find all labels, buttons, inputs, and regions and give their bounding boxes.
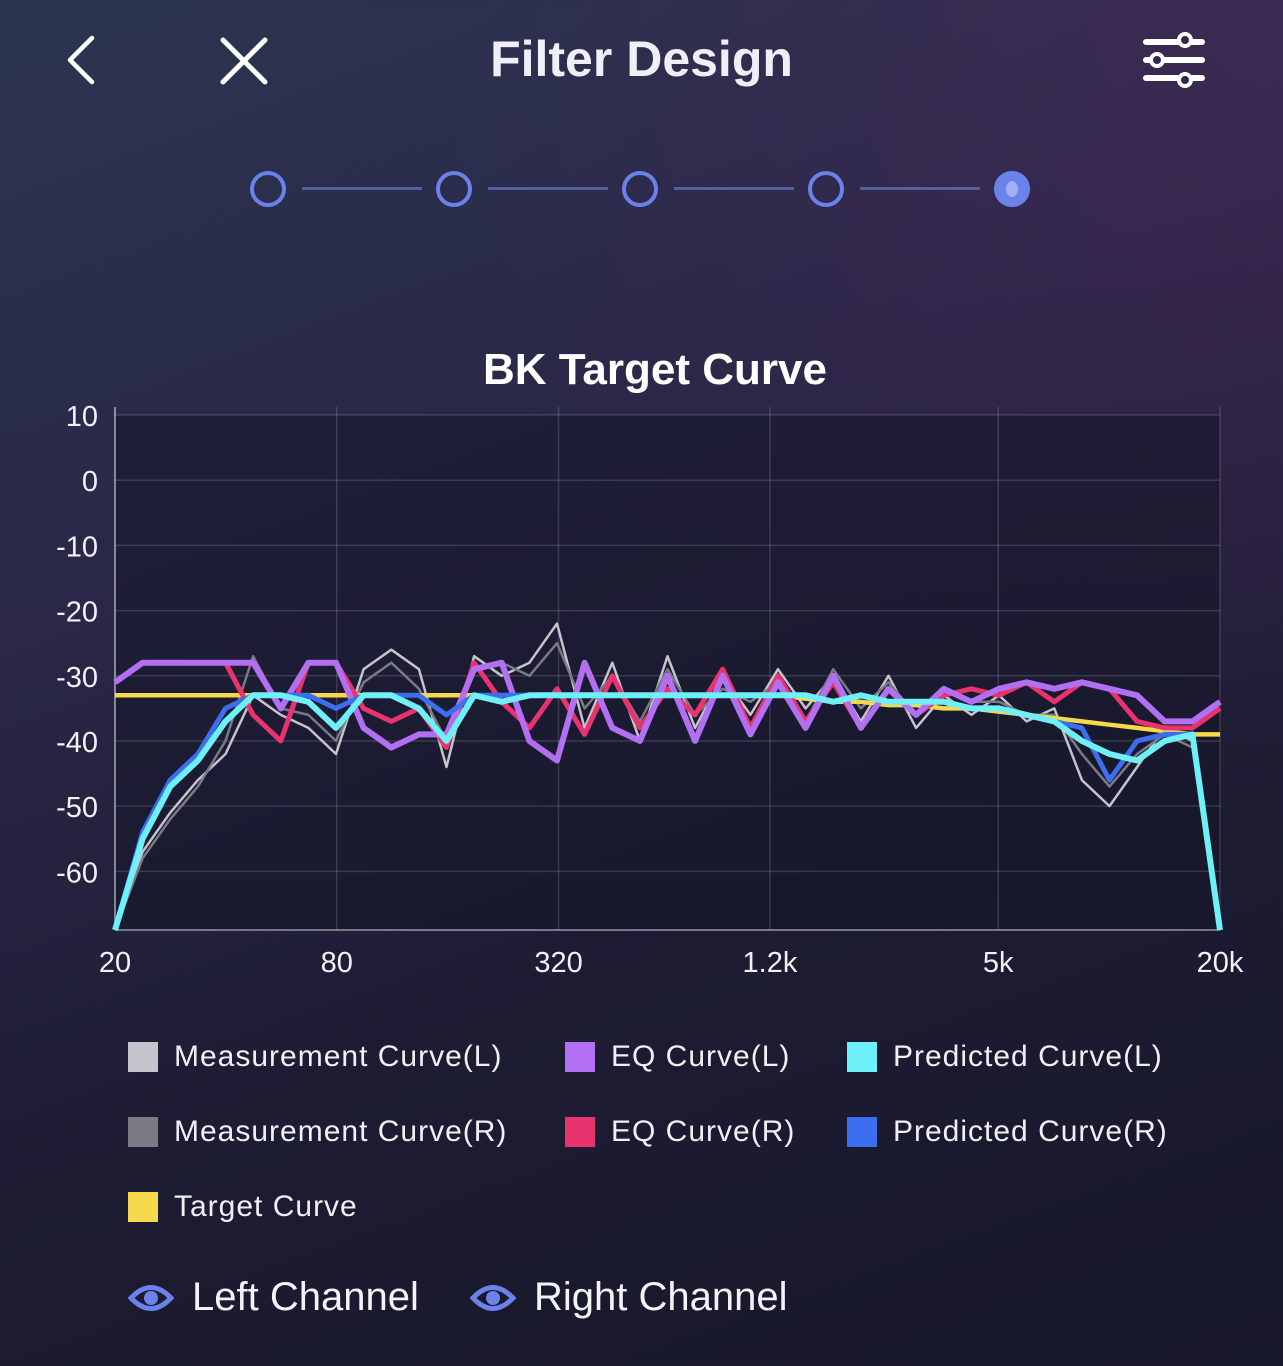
right-channel-toggle[interactable]: Right Channel — [470, 1275, 788, 1320]
filter-settings-button[interactable] — [1140, 30, 1210, 90]
legend-swatch — [128, 1042, 158, 1072]
close-icon — [220, 37, 268, 85]
eye-icon — [470, 1284, 516, 1311]
legend-swatch — [565, 1042, 595, 1072]
y-tick-label: -50 — [56, 792, 98, 824]
x-tick-label: 320 — [534, 947, 582, 979]
step-3[interactable] — [622, 171, 658, 207]
legend-item[interactable]: Target Curve — [128, 1190, 358, 1224]
legend-label: EQ Curve(L) — [611, 1040, 791, 1073]
legend-swatch — [128, 1192, 158, 1222]
x-tick-label: 20 — [99, 947, 131, 979]
close-button[interactable] — [215, 32, 275, 92]
step-connector — [302, 187, 422, 190]
legend-label: Predicted Curve(L) — [893, 1040, 1163, 1073]
legend-item[interactable]: Predicted Curve(R) — [847, 1115, 1168, 1149]
legend-label: Target Curve — [174, 1190, 358, 1223]
right-channel-label: Right Channel — [534, 1275, 788, 1319]
legend-item[interactable]: Predicted Curve(L) — [847, 1040, 1163, 1074]
step-connector — [674, 187, 794, 190]
legend-swatch — [128, 1117, 158, 1147]
left-channel-toggle[interactable]: Left Channel — [128, 1275, 419, 1320]
eye-icon — [128, 1284, 174, 1311]
y-tick-label: -20 — [56, 597, 98, 629]
y-tick-label: 0 — [82, 466, 98, 498]
frequency-response-chart: 10 0 -10 -20 -30 -40 -50 -60 20 80 320 1.2k 5k 20k — [56, 401, 1244, 979]
legend-label: Measurement Curve(R) — [174, 1115, 508, 1148]
step-1[interactable] — [250, 171, 286, 207]
series-line-eq-curve-r — [113, 660, 1222, 750]
y-tick-label: -60 — [56, 857, 98, 889]
series-line-predicted-curve-l — [112, 692, 1223, 931]
back-button[interactable] — [60, 30, 110, 90]
chart-title: BK Target Curve — [483, 345, 827, 394]
x-tick-label: 1.2k — [743, 947, 798, 979]
sliders-icon — [1143, 32, 1205, 88]
x-tick-label: 5k — [983, 947, 1014, 979]
x-tick-label: 80 — [321, 947, 353, 979]
legend-item[interactable]: Measurement Curve(R) — [128, 1115, 507, 1149]
left-channel-label: Left Channel — [192, 1275, 419, 1319]
step-4[interactable] — [808, 171, 844, 207]
step-5-current[interactable] — [994, 171, 1030, 207]
page-title: Filter Design — [490, 31, 793, 87]
legend-item[interactable]: Measurement Curve(L) — [128, 1040, 502, 1074]
step-2[interactable] — [436, 171, 472, 207]
y-tick-label: 10 — [66, 401, 98, 433]
chevron-left-icon — [67, 35, 95, 85]
legend-item[interactable]: EQ Curve(R) — [565, 1115, 795, 1149]
y-tick-label: -40 — [56, 727, 98, 759]
legend-label: EQ Curve(R) — [611, 1115, 796, 1148]
legend-label: Measurement Curve(L) — [174, 1040, 503, 1073]
legend-label: Predicted Curve(R) — [893, 1115, 1168, 1148]
legend-swatch — [847, 1117, 877, 1147]
step-connector — [860, 187, 980, 190]
legend-swatch — [565, 1117, 595, 1147]
y-tick-label: -30 — [56, 662, 98, 694]
plot-area — [115, 415, 1220, 930]
x-tick-label: 20k — [1197, 947, 1244, 979]
progress-stepper — [250, 168, 1040, 210]
y-tick-label: -10 — [56, 531, 98, 563]
legend-item[interactable]: EQ Curve(L) — [565, 1040, 790, 1074]
series-line-eq-curve-l — [113, 659, 1222, 764]
legend-swatch — [847, 1042, 877, 1072]
step-connector — [488, 187, 608, 190]
